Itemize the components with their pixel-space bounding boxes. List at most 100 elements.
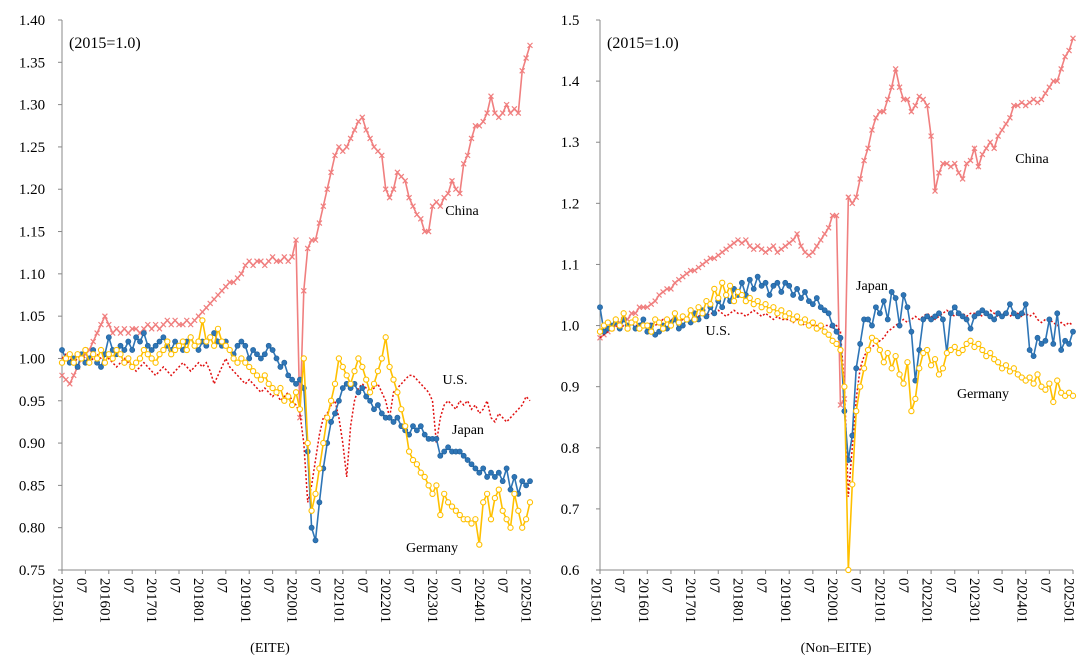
marker xyxy=(853,194,860,201)
y-tick-label: 1.15 xyxy=(19,225,45,241)
marker xyxy=(230,355,237,362)
marker xyxy=(644,322,651,329)
x-tick-label: 201901 xyxy=(237,578,253,623)
marker xyxy=(979,346,986,354)
x-tick-label: 07 xyxy=(447,578,463,594)
x-tick-label: 202401 xyxy=(1013,578,1029,623)
marker xyxy=(343,372,350,379)
marker xyxy=(242,342,249,349)
marker xyxy=(1062,337,1069,344)
marker xyxy=(806,298,812,305)
marker xyxy=(437,203,444,210)
marker xyxy=(711,255,718,262)
marker xyxy=(351,368,358,375)
marker xyxy=(600,322,608,329)
marker xyxy=(888,365,895,372)
marker xyxy=(750,285,757,292)
marker xyxy=(691,267,698,274)
marker xyxy=(468,520,475,527)
marker xyxy=(994,359,1002,366)
marker xyxy=(378,152,385,159)
marker xyxy=(1018,374,1025,381)
marker xyxy=(872,337,880,344)
marker xyxy=(483,490,491,497)
marker xyxy=(421,431,428,438)
marker xyxy=(285,393,292,400)
marker xyxy=(975,310,982,317)
marker xyxy=(175,342,183,349)
series-line xyxy=(61,45,531,418)
marker xyxy=(746,294,753,302)
marker xyxy=(1022,377,1029,384)
marker xyxy=(293,380,299,387)
marker xyxy=(723,246,730,253)
marker xyxy=(491,494,499,502)
marker xyxy=(378,410,385,417)
marker xyxy=(817,322,824,329)
marker xyxy=(1010,365,1018,372)
marker xyxy=(762,249,769,256)
marker xyxy=(825,310,832,317)
marker xyxy=(979,151,986,158)
x-tick-label: 202401 xyxy=(471,578,487,623)
marker xyxy=(331,380,339,387)
marker xyxy=(410,203,416,210)
marker xyxy=(983,310,990,317)
marker xyxy=(754,297,761,305)
marker xyxy=(363,127,370,133)
marker xyxy=(1058,65,1065,72)
marker xyxy=(876,346,884,354)
marker xyxy=(868,334,876,341)
marker xyxy=(809,301,816,308)
marker xyxy=(522,516,530,523)
marker xyxy=(476,469,483,476)
marker xyxy=(105,334,112,341)
marker xyxy=(892,295,899,301)
y-tick-label: 0.7 xyxy=(561,502,580,518)
marker xyxy=(390,186,397,193)
marker xyxy=(1022,301,1029,308)
marker xyxy=(805,322,813,329)
y-tick-label: 1.3 xyxy=(561,135,580,151)
marker xyxy=(476,541,483,548)
marker xyxy=(935,371,943,378)
marker xyxy=(499,478,506,485)
marker xyxy=(507,524,514,531)
marker xyxy=(959,313,966,320)
marker xyxy=(254,351,260,358)
marker xyxy=(332,410,338,417)
marker xyxy=(515,110,522,117)
marker xyxy=(281,359,288,366)
marker xyxy=(261,351,268,358)
marker xyxy=(1046,84,1053,91)
marker xyxy=(817,237,824,243)
marker xyxy=(363,393,370,400)
marker xyxy=(413,461,421,468)
marker xyxy=(857,383,864,390)
x-tick-label: 07 xyxy=(848,578,864,594)
marker xyxy=(865,316,871,323)
marker xyxy=(367,135,374,142)
marker xyxy=(460,160,467,167)
marker xyxy=(156,351,163,358)
marker xyxy=(495,469,502,476)
marker xyxy=(203,338,210,345)
marker xyxy=(746,243,753,250)
marker xyxy=(991,356,998,363)
marker xyxy=(499,507,506,514)
marker xyxy=(417,423,424,430)
x-axis-label: (Non–EITE) xyxy=(801,641,872,656)
marker xyxy=(296,406,304,413)
series-label: U.S. xyxy=(443,373,468,388)
marker xyxy=(1022,102,1029,109)
marker xyxy=(1050,398,1057,406)
marker xyxy=(1018,99,1025,106)
x-tick-label: 07 xyxy=(213,578,229,594)
marker xyxy=(679,322,686,329)
marker xyxy=(277,384,284,392)
marker xyxy=(168,351,175,358)
marker xyxy=(793,313,801,320)
marker xyxy=(1070,328,1076,335)
marker xyxy=(402,423,409,430)
marker xyxy=(762,301,769,308)
